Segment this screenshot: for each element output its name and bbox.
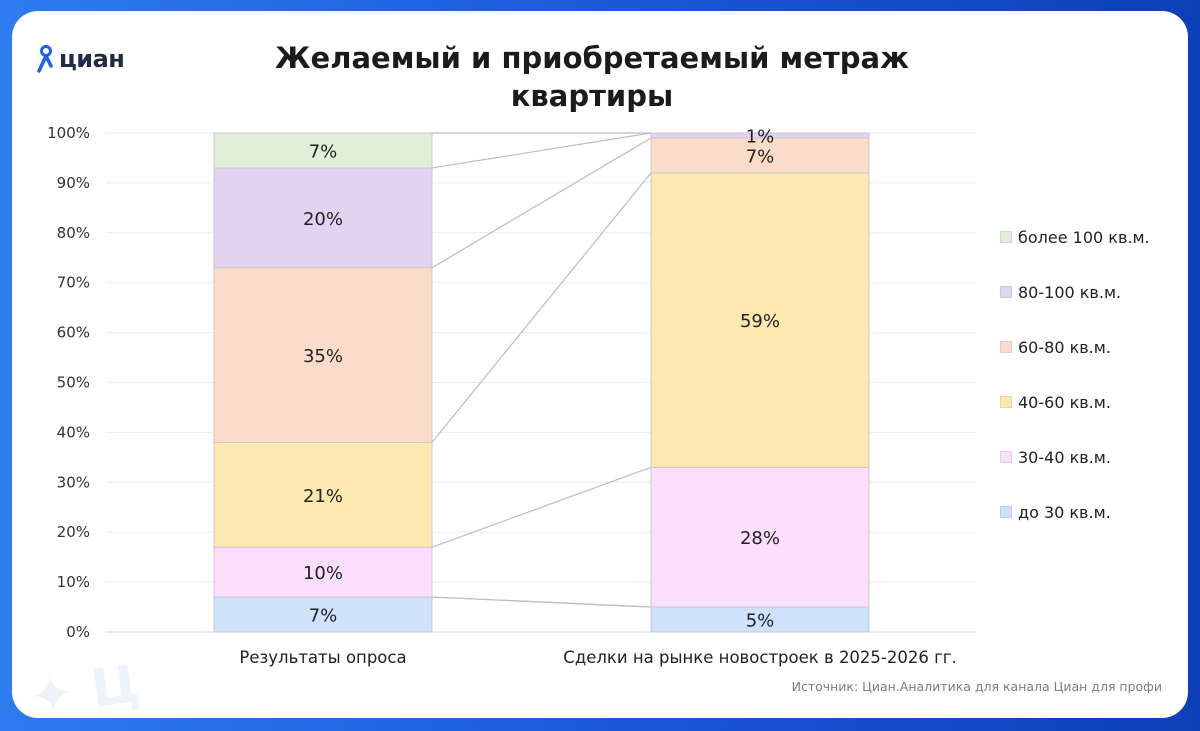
y-tick-label: 20% — [57, 523, 90, 541]
legend-item: 30-40 кв.м. — [1000, 445, 1150, 469]
y-tick-label: 70% — [57, 274, 90, 292]
legend-item: более 100 кв.м. — [1000, 225, 1150, 249]
bar-segment — [213, 267, 433, 443]
location-pin-icon — [37, 45, 53, 73]
legend-swatch — [1000, 286, 1012, 298]
legend-swatch — [1000, 231, 1012, 243]
connector-line — [431, 596, 652, 608]
legend-item: 80-100 кв.м. — [1000, 280, 1150, 304]
source-note: Источник: Циан.Аналитика для канала Циан… — [791, 679, 1162, 694]
chart-legend: более 100 кв.м. 80-100 кв.м. 60-80 кв.м. 40… — [1000, 225, 1150, 555]
legend-swatch — [1000, 451, 1012, 463]
legend-item: до 30 кв.м. — [1000, 500, 1150, 524]
data-label: 35% — [303, 346, 343, 367]
connector-line — [431, 172, 652, 443]
legend-swatch — [1000, 396, 1012, 408]
bar-segment — [213, 132, 433, 169]
connector-line — [431, 466, 652, 548]
bar-segment — [650, 137, 870, 174]
legend-label: более 100 кв.м. — [1018, 227, 1150, 247]
y-tick-label: 0% — [66, 623, 90, 641]
data-label: 7% — [309, 606, 338, 627]
chart-card: ✦ Ц циан Желаемый и приобретаемый метраж… — [12, 11, 1188, 718]
y-tick-label: 50% — [57, 374, 90, 392]
data-label: 20% — [303, 209, 343, 230]
legend-label: 60-80 кв.м. — [1018, 337, 1111, 357]
data-label: 7% — [309, 141, 338, 162]
bar-segment — [213, 167, 433, 269]
legend-swatch — [1000, 506, 1012, 518]
bar-segment — [650, 606, 870, 633]
y-tick-label: 90% — [57, 174, 90, 192]
bar-segment — [650, 466, 870, 608]
x-category-label: Сделки на рынке новостроек в 2025-2026 г… — [563, 648, 956, 667]
legend-swatch — [1000, 341, 1012, 353]
legend-label: 30-40 кв.м. — [1018, 447, 1111, 467]
data-label: 5% — [746, 611, 775, 632]
data-label: 21% — [303, 486, 343, 507]
y-tick-label: 10% — [57, 573, 90, 591]
legend-label: до 30 кв.м. — [1018, 502, 1111, 522]
legend-item: 60-80 кв.м. — [1000, 335, 1150, 359]
bar-segment — [650, 132, 870, 139]
data-label: 7% — [746, 146, 775, 167]
bar-segment — [650, 172, 870, 468]
legend-label: 80-100 кв.м. — [1018, 282, 1122, 302]
y-tick-label: 80% — [57, 224, 90, 242]
x-category-label: Результаты опроса — [239, 648, 406, 667]
y-tick-label: 100% — [47, 124, 90, 142]
logo-text: циан — [59, 45, 125, 73]
y-tick-label: 40% — [57, 423, 90, 441]
bar-segment — [213, 596, 433, 633]
data-label: 59% — [740, 311, 780, 332]
bar-segment — [213, 441, 433, 548]
connector-line — [431, 137, 652, 269]
connector-line — [431, 132, 652, 169]
bar-segment — [213, 546, 433, 598]
data-label: 28% — [740, 528, 780, 549]
data-label: 1% — [746, 126, 775, 147]
legend-item: 40-60 кв.м. — [1000, 390, 1150, 414]
logo: циан — [36, 41, 125, 77]
legend-label: 40-60 кв.м. — [1018, 392, 1111, 412]
data-label: 10% — [303, 563, 343, 584]
chart-title: Желаемый и приобретаемый метраж квартиры — [275, 41, 909, 113]
y-tick-label: 30% — [57, 473, 90, 491]
y-tick-label: 60% — [57, 324, 90, 342]
